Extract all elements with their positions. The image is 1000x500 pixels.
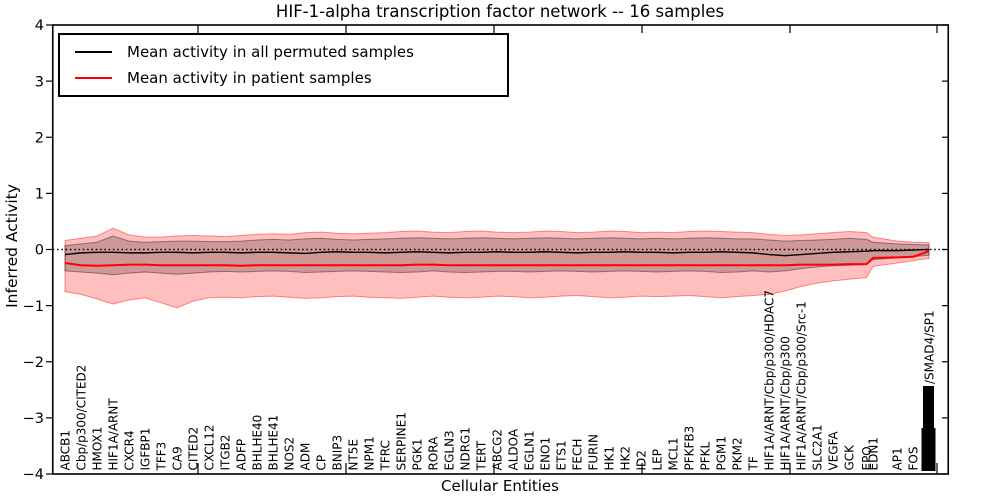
patient-line-sample (75, 77, 112, 79)
x-tick-label: NOS2 (283, 437, 297, 471)
x-tick-label: CITED2 (187, 427, 201, 471)
x-tick-label: HIF1A/ARNT (107, 398, 121, 471)
x-tick-label: FURIN (587, 434, 601, 471)
x-tick-label: BNIP3 (331, 435, 345, 471)
x-tick-label: ADM (299, 443, 313, 471)
x-tick-label: ADFP (235, 439, 249, 471)
x-tick-label: EDN1 (867, 437, 881, 470)
x-tick-label: ID2 (635, 450, 649, 470)
x-tick-label: FECH (571, 439, 585, 471)
x-tick-label: PFKL (699, 441, 713, 470)
x-tick-label: HMOX1 (91, 427, 105, 471)
x-tick-label: EGLN1 (523, 430, 537, 470)
x-tick-label: PFKFB3 (683, 426, 697, 471)
y-tick-label: 4 (35, 18, 44, 34)
y-tick-label: −3 (23, 411, 44, 427)
x-tick-label: AP1 (891, 447, 905, 470)
x-tick-label-cluster-suffix: /SMAD4/SP1 (923, 310, 937, 384)
legend-label-patient: Mean activity in patient samples (127, 69, 372, 87)
x-tick-label: TFRC (379, 440, 393, 471)
legend-label-permuted: Mean activity in all permuted samples (127, 43, 414, 61)
x-tick-label: BHLHE40 (251, 415, 265, 471)
x-tick-label: ABCB1 (59, 430, 73, 470)
x-tick-label: SERPINE1 (395, 412, 409, 471)
chart-title: HIF-1-alpha transcription factor network… (275, 2, 725, 21)
x-tick-label: LEP (651, 449, 665, 471)
x-tick-label: BHLHE41 (267, 415, 281, 471)
x-tick-label: EGLN3 (443, 430, 457, 470)
x-tick-label: CXCL12 (203, 424, 217, 470)
x-tick-label: SLC2A1 (811, 424, 825, 470)
x-tick-label: HIF1A/ARNT/Cbp/p300 (779, 336, 793, 470)
x-tick-label: HK2 (619, 446, 633, 471)
legend-entry-patient: Mean activity in patient samples (75, 69, 507, 87)
x-tick-label: GCK (843, 444, 857, 471)
patient-std-band (64, 227, 930, 309)
legend-entry-permuted: Mean activity in all permuted samples (75, 43, 507, 61)
x-tick-label: TERT (475, 440, 489, 471)
x-axis-label: Cellular Entities (441, 477, 559, 495)
x-tick-label: PKM2 (731, 437, 745, 470)
x-tick-label: FOS (907, 447, 921, 471)
x-tick-label: HIF1A/ARNT/Cbp/p300/HDAC7 (763, 290, 777, 471)
x-tick-label: VEGFA (827, 431, 841, 471)
y-tick-label: −1 (23, 299, 44, 315)
y-tick-label: 3 (35, 74, 44, 90)
x-tick-label: ABCG2 (491, 429, 505, 471)
y-axis-label: Inferred Activity (3, 184, 21, 308)
permuted-mean-line (64, 248, 930, 257)
legend-box: Mean activity in all permuted samples Me… (58, 33, 509, 97)
x-tick-label: HIF1A/ARNT/Cbp/p300/Src-1 (795, 301, 809, 470)
x-tick-label: ITGB2 (219, 434, 233, 470)
x-tick-label: CP (315, 455, 329, 471)
y-tick-label: 2 (35, 130, 44, 146)
permuted-std-band (64, 235, 930, 276)
x-tick-label: NT5E (347, 439, 361, 471)
x-tick-label: NPM1 (363, 436, 377, 470)
permuted-line-sample (75, 51, 112, 53)
x-tick-label: Cbp/p300/CITED2 (75, 365, 89, 471)
y-tick-label: −4 (23, 467, 44, 483)
x-tick-label: CA9 (171, 446, 185, 470)
axes-frame (51, 24, 950, 475)
y-tick-label: 0 (35, 243, 44, 259)
overlapping-labels-blob (925, 395, 934, 471)
x-tick-label: NDRG1 (459, 427, 473, 471)
x-tick-label: ETS1 (555, 440, 569, 470)
y-tick-label: −2 (23, 355, 44, 371)
x-tick-label: IGFBP1 (139, 428, 153, 471)
x-tick-label: EPO (860, 446, 874, 470)
x-tick-label: MCL1 (667, 437, 681, 470)
x-tick-label: PGK1 (411, 438, 425, 470)
x-tick-label: TF (747, 456, 761, 471)
x-tick-label: ENO1 (539, 437, 553, 471)
x-tick-label: CXCR4 (123, 430, 137, 470)
y-tick-label: 1 (35, 187, 44, 203)
x-tick-label: RORA (427, 436, 441, 471)
patient-mean-line (64, 250, 930, 267)
x-tick-label: HK1 (603, 446, 617, 471)
x-tick-label: TFF3 (155, 442, 169, 472)
x-tick-label: ALDOA (507, 428, 521, 470)
x-tick-label: PGM1 (715, 436, 729, 471)
